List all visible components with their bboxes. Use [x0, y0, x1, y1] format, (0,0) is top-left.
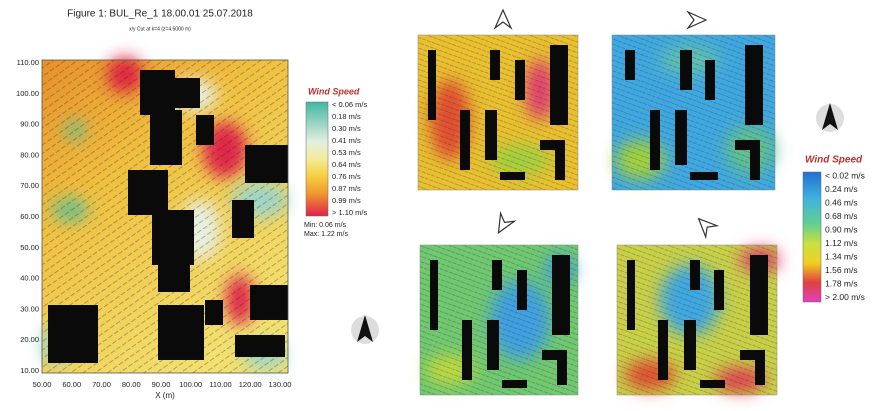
- legend-label: 1.34 m/s: [825, 251, 858, 261]
- wind-map-north: [418, 35, 578, 190]
- figure: Figure 1: BUL_Re_1 18.00.01 25.07.2018 x…: [0, 0, 894, 411]
- color-bar: [306, 102, 328, 216]
- x-axis-label: X (m): [155, 391, 175, 400]
- y-tick-label: 110.00: [17, 58, 39, 67]
- legend-label: 0.64 m/s: [332, 160, 361, 169]
- legend-label: 1.78 m/s: [825, 278, 858, 288]
- wind-map-northwest: [617, 245, 780, 395]
- legend-title: Wind Speed: [805, 155, 863, 166]
- legend-label: 0.87 m/s: [332, 184, 361, 193]
- y-tick-label: 30.00: [20, 304, 39, 313]
- legend-label: < 0.06 m/s: [332, 100, 367, 109]
- x-tick-label: 120.00: [239, 380, 262, 389]
- x-tick-label: 80.00: [122, 380, 141, 389]
- wind-map: [41, 57, 288, 373]
- y-tick-label: 90.00: [20, 120, 39, 129]
- x-tick-label: 130.00: [269, 380, 292, 389]
- legend-label: 0.68 m/s: [825, 211, 858, 221]
- legend-label: > 2.00 m/s: [825, 292, 865, 302]
- legend-label: 0.90 m/s: [825, 224, 858, 234]
- legend-label: 1.12 m/s: [825, 238, 858, 248]
- x-tick-label: 60.00: [62, 380, 81, 389]
- y-tick-label: 10.00: [20, 366, 39, 375]
- y-tick-label: 60.00: [20, 212, 39, 221]
- x-tick-label: 100.00: [179, 380, 202, 389]
- legend-label: 0.76 m/s: [332, 172, 361, 181]
- figure-subtitle: x/y Cut at k=4 (z=4.5000 m): [129, 26, 191, 32]
- wind-map-southwest: [420, 245, 578, 395]
- legend-max: Max: 1.22 m/s: [304, 231, 348, 238]
- wind-map-east: [612, 35, 775, 190]
- y-tick-label: 50.00: [20, 243, 39, 252]
- legend-label: 0.30 m/s: [332, 124, 361, 133]
- y-tick-label: 20.00: [20, 335, 39, 344]
- legend-label: > 1.10 m/s: [332, 208, 367, 217]
- x-tick-label: 70.00: [92, 380, 111, 389]
- x-tick-label: 50.00: [33, 380, 52, 389]
- color-bar: [803, 172, 821, 302]
- legend-min: Min: 0.06 m/s: [304, 222, 347, 229]
- north-symbol: [816, 103, 844, 132]
- y-tick-label: 40.00: [20, 274, 39, 283]
- figure-title: Figure 1: BUL_Re_1 18.00.01 25.07.2018: [67, 9, 253, 20]
- legend-label: < 0.02 m/s: [825, 170, 865, 180]
- legend-label: 0.53 m/s: [332, 148, 361, 157]
- legend-label: 0.99 m/s: [332, 196, 361, 205]
- y-tick-label: 70.00: [20, 181, 39, 190]
- legend-title: Wind Speed: [308, 86, 360, 96]
- north-symbol: [351, 315, 379, 344]
- legend-label: 1.56 m/s: [825, 265, 858, 275]
- legend-label: 0.18 m/s: [332, 112, 361, 121]
- x-tick-label: 90.00: [152, 380, 171, 389]
- y-tick-label: 80.00: [20, 150, 39, 159]
- x-tick-label: 110.00: [209, 380, 231, 389]
- legend-label: 0.46 m/s: [825, 197, 858, 207]
- legend-label: 0.24 m/s: [825, 184, 858, 194]
- legend-label: 0.41 m/s: [332, 136, 361, 145]
- y-tick-label: 100.00: [16, 89, 39, 98]
